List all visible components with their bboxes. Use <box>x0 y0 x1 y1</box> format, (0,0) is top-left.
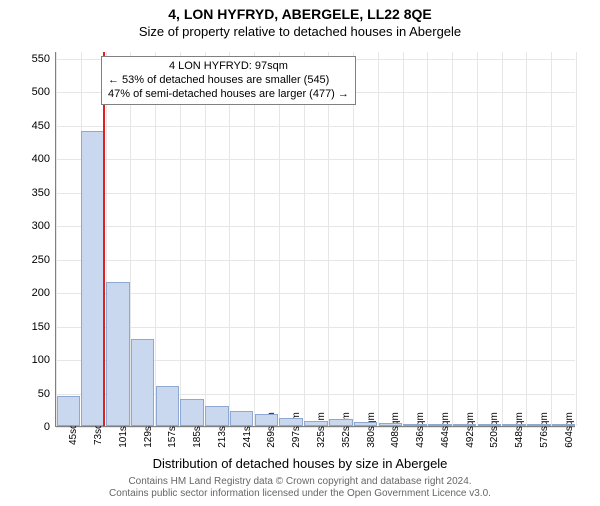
histogram-bar <box>428 424 452 426</box>
histogram-bar <box>156 386 180 426</box>
y-tick: 200 <box>20 287 50 299</box>
gridline-h <box>56 193 575 194</box>
histogram-bar <box>81 131 105 426</box>
histogram-bar <box>329 419 353 426</box>
x-tick: 576sqm <box>539 412 550 448</box>
gridline-v <box>304 52 305 426</box>
x-tick: 325sqm <box>316 412 327 448</box>
gridline-v <box>205 52 206 426</box>
histogram-bar <box>255 414 279 426</box>
footer-line1: Contains HM Land Registry data © Crown c… <box>0 476 600 488</box>
y-tick: 0 <box>20 421 50 433</box>
histogram-bar <box>527 424 551 426</box>
gridline-v <box>229 52 230 426</box>
x-tick: 492sqm <box>465 412 476 448</box>
y-tick: 100 <box>20 354 50 366</box>
x-tick: 464sqm <box>440 412 451 448</box>
x-tick: 436sqm <box>415 412 426 448</box>
marker-line <box>103 52 105 426</box>
chart-container: 45sqm73sqm101sqm129sqm157sqm185sqm213sqm… <box>55 52 575 427</box>
gridline-v <box>477 52 478 426</box>
footer: Contains HM Land Registry data © Crown c… <box>0 476 600 500</box>
y-tick: 500 <box>20 86 50 98</box>
page-title: 4, LON HYFRYD, ABERGELE, LL22 8QE <box>0 6 600 22</box>
gridline-v <box>551 52 552 426</box>
gridline-v <box>502 52 503 426</box>
gridline-v <box>403 52 404 426</box>
y-tick: 150 <box>20 321 50 333</box>
gridline-v <box>526 52 527 426</box>
x-tick: 380sqm <box>366 412 377 448</box>
plot-area: 45sqm73sqm101sqm129sqm157sqm185sqm213sqm… <box>55 52 575 427</box>
x-tick: 548sqm <box>514 412 525 448</box>
gridline-h <box>56 159 575 160</box>
page-subtitle: Size of property relative to detached ho… <box>0 24 600 39</box>
y-tick: 400 <box>20 153 50 165</box>
histogram-bar <box>230 411 254 426</box>
histogram-bar <box>180 399 204 426</box>
histogram-bar <box>379 423 403 426</box>
gridline-v <box>427 52 428 426</box>
gridline-h <box>56 226 575 227</box>
y-tick: 350 <box>20 187 50 199</box>
histogram-bar <box>57 396 81 426</box>
histogram-bar <box>453 424 477 426</box>
histogram-bar <box>131 339 155 426</box>
x-tick: 408sqm <box>390 412 401 448</box>
histogram-bar <box>403 424 427 426</box>
x-tick: 604sqm <box>564 412 575 448</box>
histogram-bar <box>205 406 229 426</box>
histogram-bar <box>478 424 502 426</box>
gridline-h <box>56 260 575 261</box>
gridline-v <box>353 52 354 426</box>
histogram-bar <box>106 282 130 426</box>
histogram-bar <box>354 422 378 426</box>
gridline-h <box>56 126 575 127</box>
annotation-line3: 47% of semi-detached houses are larger (… <box>108 88 349 102</box>
gridline-h <box>56 327 575 328</box>
histogram-bar <box>502 424 526 426</box>
histogram-bar <box>304 421 328 426</box>
gridline-v <box>180 52 181 426</box>
gridline-v <box>155 52 156 426</box>
annotation-line1: 4 LON HYFRYD: 97sqm <box>108 60 349 74</box>
gridline-v <box>328 52 329 426</box>
gridline-v <box>378 52 379 426</box>
y-tick: 50 <box>20 388 50 400</box>
gridline-v <box>279 52 280 426</box>
x-tick: 520sqm <box>489 412 500 448</box>
annotation-box: 4 LON HYFRYD: 97sqm ← 53% of detached ho… <box>101 56 356 105</box>
x-axis-label: Distribution of detached houses by size … <box>0 456 600 471</box>
gridline-v <box>576 52 577 426</box>
x-tick: 352sqm <box>341 412 352 448</box>
gridline-v <box>56 52 57 426</box>
y-tick: 450 <box>20 120 50 132</box>
gridline-h <box>56 293 575 294</box>
y-tick: 300 <box>20 220 50 232</box>
y-tick: 550 <box>20 53 50 65</box>
histogram-bar <box>279 418 303 426</box>
y-tick: 250 <box>20 254 50 266</box>
annotation-line2: ← 53% of detached houses are smaller (54… <box>108 74 349 88</box>
footer-line2: Contains public sector information licen… <box>0 488 600 500</box>
gridline-v <box>452 52 453 426</box>
gridline-v <box>254 52 255 426</box>
histogram-bar <box>552 424 576 426</box>
